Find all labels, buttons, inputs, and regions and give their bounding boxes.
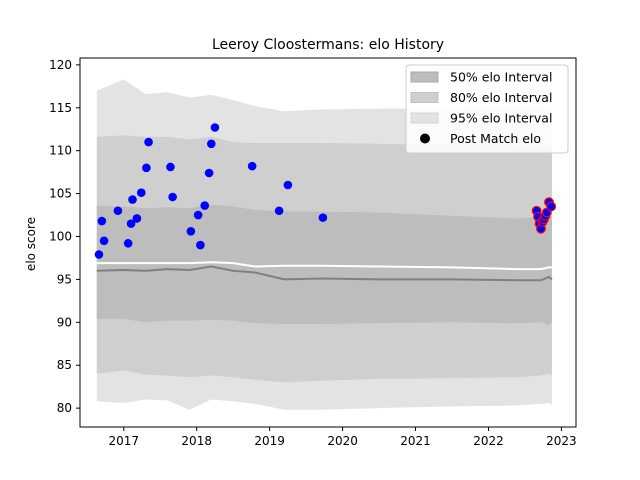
x-tick-label: 2020 bbox=[327, 434, 358, 448]
post-match-elo-point bbox=[210, 123, 220, 132]
legend-box bbox=[405, 64, 569, 154]
post-match-elo-point bbox=[123, 239, 133, 248]
post-match-elo-point bbox=[97, 216, 107, 226]
y-tick-label: 80 bbox=[57, 401, 72, 415]
legend-swatch bbox=[410, 92, 439, 103]
post-match-elo-point bbox=[274, 206, 284, 216]
post-match-elo-point bbox=[168, 192, 177, 202]
legend: 50% elo Interval 80% elo Interval 95% elo … bbox=[405, 64, 569, 154]
post-match-elo-point bbox=[113, 206, 123, 216]
x-tick-label: 2021 bbox=[400, 434, 431, 448]
post-match-elo-point bbox=[142, 163, 151, 173]
x-tick-label: 2023 bbox=[546, 434, 577, 448]
y-tick-label: 90 bbox=[57, 315, 72, 329]
chart-title: Leeroy Cloostermans: elo History bbox=[212, 37, 444, 53]
post-match-elo-point bbox=[132, 214, 142, 223]
post-match-elo-point bbox=[200, 201, 210, 210]
post-match-elo-point bbox=[283, 180, 293, 190]
legend-label: 95% elo Interval bbox=[450, 111, 552, 126]
post-match-elo-point bbox=[128, 195, 137, 204]
legend-label: Post Match elo bbox=[450, 131, 541, 146]
post-match-elo-point bbox=[206, 139, 216, 149]
y-tick-label: 115 bbox=[49, 101, 72, 115]
x-tick-label: 2022 bbox=[473, 434, 504, 448]
post-match-elo-point bbox=[318, 213, 328, 222]
post-match-elo-point bbox=[247, 161, 257, 171]
axes: 2017 2018 2019 2020 2021 2022 2023 80 85 90 95 100 1… bbox=[49, 57, 577, 448]
axes-frame bbox=[79, 57, 577, 428]
post-match-elo-point-recent bbox=[546, 201, 557, 212]
median-elo-line bbox=[96, 265, 553, 282]
y-tick-label: 120 bbox=[49, 58, 72, 72]
y-tick-label: 105 bbox=[49, 187, 72, 201]
post-match-elo-point bbox=[204, 168, 214, 178]
post-match-elo-point bbox=[193, 210, 203, 220]
legend-swatch bbox=[410, 71, 439, 83]
post-match-elo-point bbox=[136, 188, 146, 198]
post-match-elo-point bbox=[94, 250, 104, 259]
y-tick-label: 100 bbox=[49, 229, 72, 243]
x-tick-label: 2019 bbox=[254, 434, 285, 448]
post-match-elo-point bbox=[144, 137, 153, 147]
post-match-elo-point bbox=[99, 236, 109, 246]
post-match-elo-point bbox=[196, 240, 205, 250]
plot-area bbox=[94, 79, 557, 410]
y-tick-label: 110 bbox=[49, 144, 72, 158]
x-tick-label: 2017 bbox=[108, 434, 139, 448]
legend-label: 50% elo Interval bbox=[450, 70, 552, 85]
legend-label: 80% elo Interval bbox=[450, 90, 552, 105]
x-tick-label: 2018 bbox=[181, 434, 212, 448]
post-match-elo-point bbox=[126, 219, 136, 228]
legend-marker bbox=[420, 133, 430, 144]
mean-elo-line bbox=[96, 261, 552, 271]
post-match-elo-point bbox=[166, 162, 175, 172]
y-axis-label: elo score bbox=[24, 217, 38, 271]
y-tick-label: 95 bbox=[57, 272, 72, 286]
post-match-elo-point bbox=[186, 227, 196, 236]
legend-swatch bbox=[410, 112, 439, 124]
y-tick-label: 85 bbox=[57, 358, 72, 372]
